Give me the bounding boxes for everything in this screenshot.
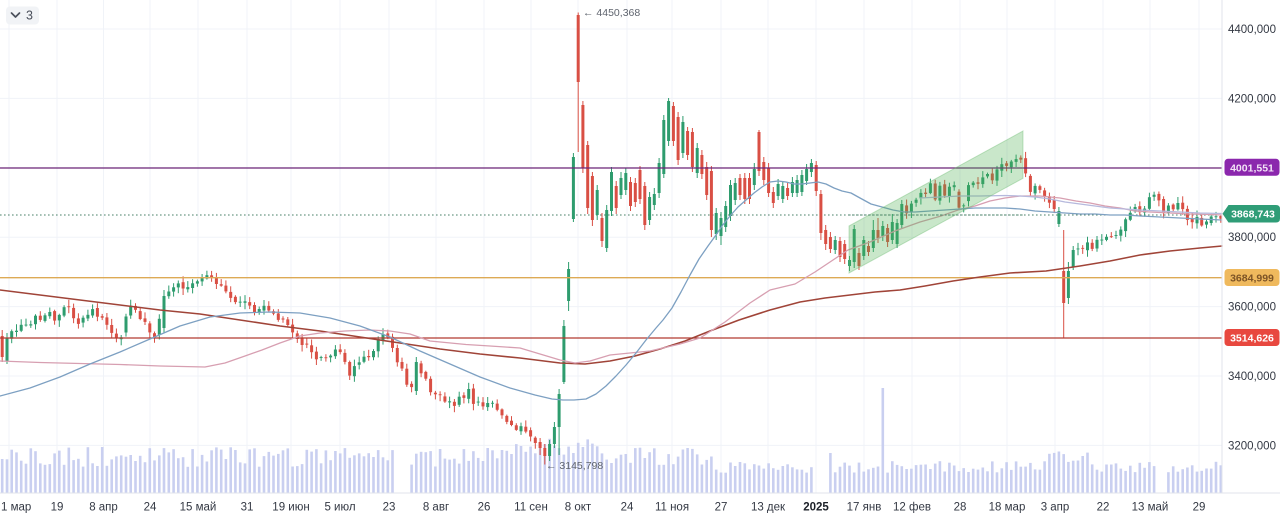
svg-text:13 дек: 13 дек bbox=[751, 502, 786, 514]
svg-text:28: 28 bbox=[954, 502, 967, 514]
svg-text:15 май: 15 май bbox=[180, 502, 217, 514]
svg-text:3200,000: 3200,000 bbox=[1228, 440, 1276, 452]
svg-text:4001,551: 4001,551 bbox=[1230, 162, 1274, 174]
svg-text:27: 27 bbox=[715, 502, 728, 514]
svg-text:3800,000: 3800,000 bbox=[1228, 232, 1276, 244]
svg-text:3 апр: 3 апр bbox=[1041, 502, 1070, 514]
svg-text:5 июл: 5 июл bbox=[324, 502, 355, 514]
svg-text:23: 23 bbox=[383, 502, 396, 514]
svg-text:3684,999: 3684,999 bbox=[1230, 273, 1274, 285]
svg-text:3868,743: 3868,743 bbox=[1231, 209, 1275, 221]
svg-text:26: 26 bbox=[478, 502, 491, 514]
svg-text:13 май: 13 май bbox=[1132, 502, 1169, 514]
svg-text:19 июн: 19 июн bbox=[272, 502, 309, 514]
svg-text:29: 29 bbox=[1193, 502, 1206, 514]
svg-text:8 авг: 8 авг bbox=[423, 502, 449, 514]
svg-text:3514,626: 3514,626 bbox=[1230, 333, 1274, 345]
svg-text:17 янв: 17 янв bbox=[847, 502, 882, 514]
svg-text:11 сен: 11 сен bbox=[514, 502, 548, 514]
svg-text:4400,000: 4400,000 bbox=[1228, 24, 1276, 36]
svg-text:31: 31 bbox=[241, 502, 254, 514]
svg-text:8 апр: 8 апр bbox=[89, 502, 118, 514]
svg-text:3: 3 bbox=[26, 9, 33, 23]
svg-text:3400,000: 3400,000 bbox=[1228, 371, 1276, 383]
svg-text:8 окт: 8 окт bbox=[565, 502, 592, 514]
svg-text:2025: 2025 bbox=[803, 502, 829, 514]
svg-text:11 ноя: 11 ноя bbox=[655, 502, 689, 514]
svg-text:24: 24 bbox=[621, 502, 634, 514]
svg-text:← 3145,798: ← 3145,798 bbox=[546, 460, 603, 472]
svg-text:3600,000: 3600,000 bbox=[1228, 302, 1276, 314]
svg-text:22: 22 bbox=[1097, 502, 1110, 514]
svg-text:18 мар: 18 мар bbox=[989, 502, 1026, 514]
svg-text:1 мар: 1 мар bbox=[1, 502, 31, 514]
svg-text:24: 24 bbox=[144, 502, 157, 514]
svg-text:12 фев: 12 фев bbox=[893, 502, 931, 514]
svg-text:4200,000: 4200,000 bbox=[1228, 93, 1276, 105]
svg-text:19: 19 bbox=[51, 502, 64, 514]
svg-text:← 4450,368: ← 4450,368 bbox=[583, 7, 640, 19]
